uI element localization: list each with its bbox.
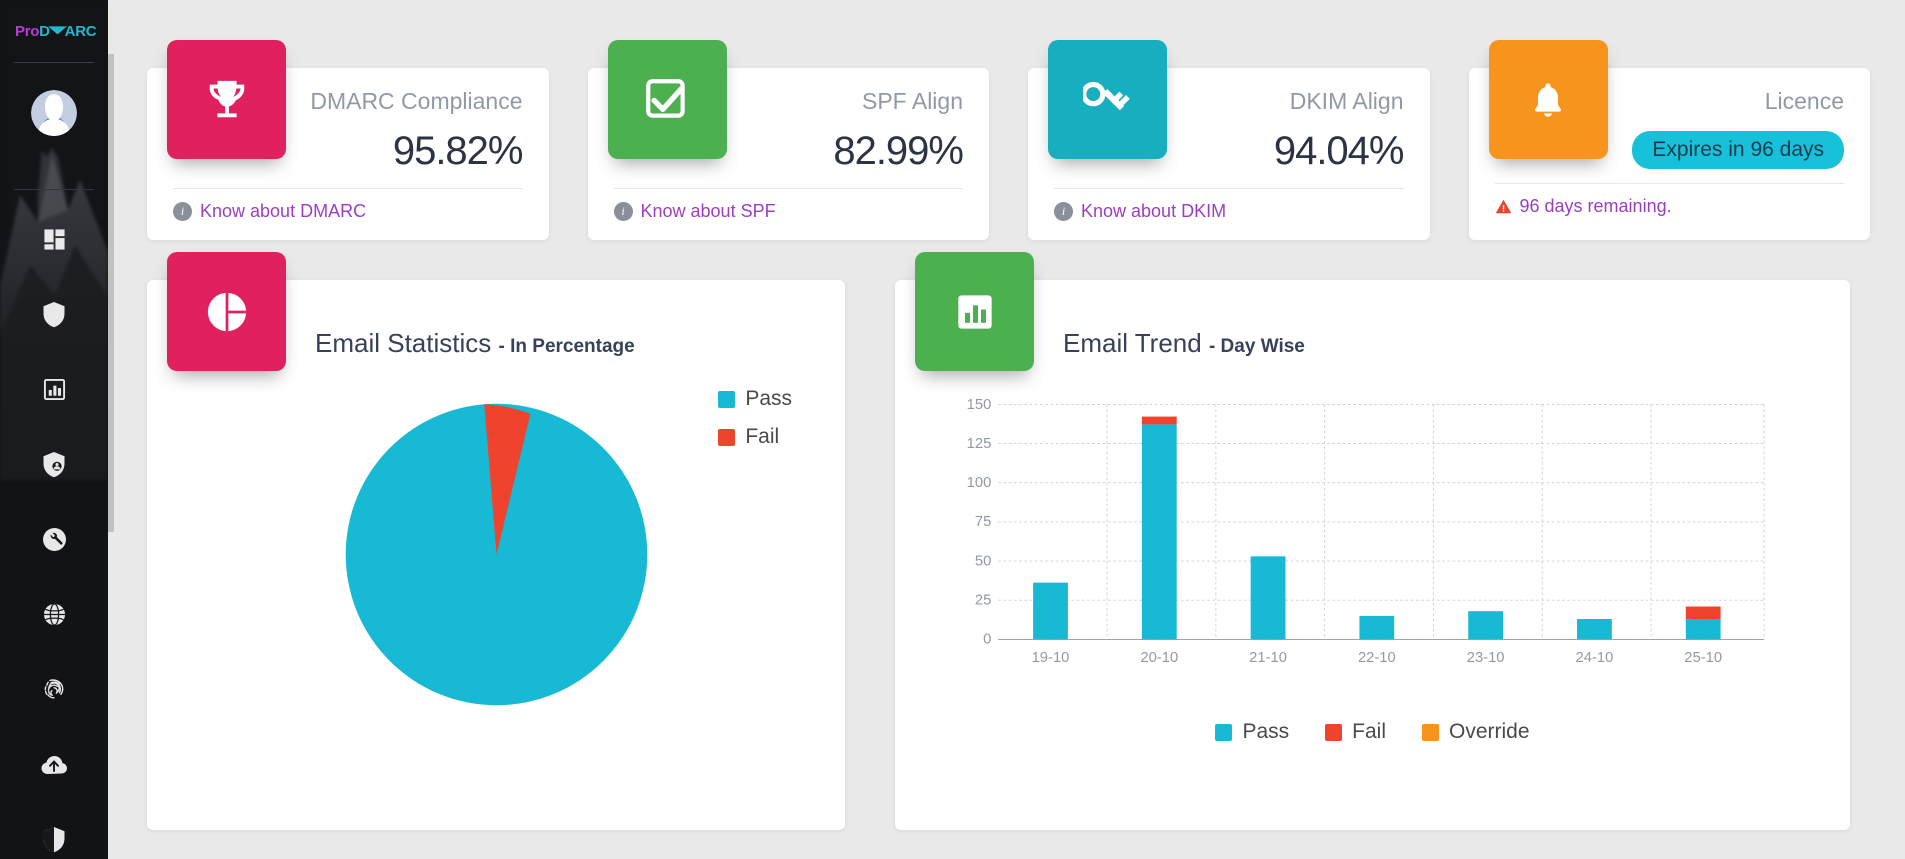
svg-text:19-10: 19-10 [1032,650,1070,666]
svg-text:25: 25 [975,593,991,609]
svg-text:25-10: 25-10 [1684,650,1722,666]
svg-text:22-10: 22-10 [1358,650,1396,666]
svg-text:0: 0 [983,632,991,648]
svg-text:75: 75 [975,514,991,530]
svg-text:100: 100 [967,475,992,491]
svg-text:20-10: 20-10 [1140,650,1178,666]
svg-text:50: 50 [975,553,991,569]
svg-text:125: 125 [967,436,992,452]
svg-text:24-10: 24-10 [1576,650,1614,666]
svg-text:23-10: 23-10 [1467,650,1505,666]
svg-text:21-10: 21-10 [1249,650,1287,666]
svg-text:150: 150 [967,397,992,413]
